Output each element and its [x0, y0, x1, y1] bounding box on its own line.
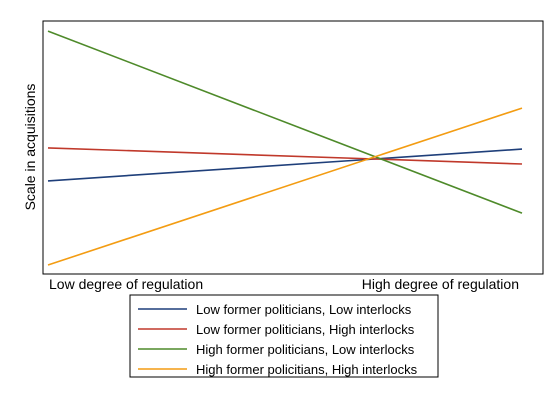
plot-frame — [42, 20, 544, 275]
legend: Low former politicians, Low interlocks Lo… — [138, 302, 418, 377]
series-line-1 — [47, 148, 523, 182]
legend-label-4: High former policitians, High interlocks — [196, 362, 418, 377]
series-line-2 — [47, 147, 523, 165]
series-line-3 — [47, 30, 523, 214]
series-line-4 — [47, 107, 523, 266]
legend-label-2: Low former politicians, High interlocks — [196, 322, 415, 337]
x-tick-label-low: Low degree of regulation — [49, 276, 203, 292]
x-tick-label-high: High degree of regulation — [362, 276, 519, 292]
legend-label-3: High former politicians, Low interlocks — [196, 342, 415, 357]
legend-label-1: Low former politicians, Low interlocks — [196, 302, 412, 317]
y-axis-label: Scale in acquisitions — [22, 84, 38, 211]
series-layer — [47, 30, 523, 266]
